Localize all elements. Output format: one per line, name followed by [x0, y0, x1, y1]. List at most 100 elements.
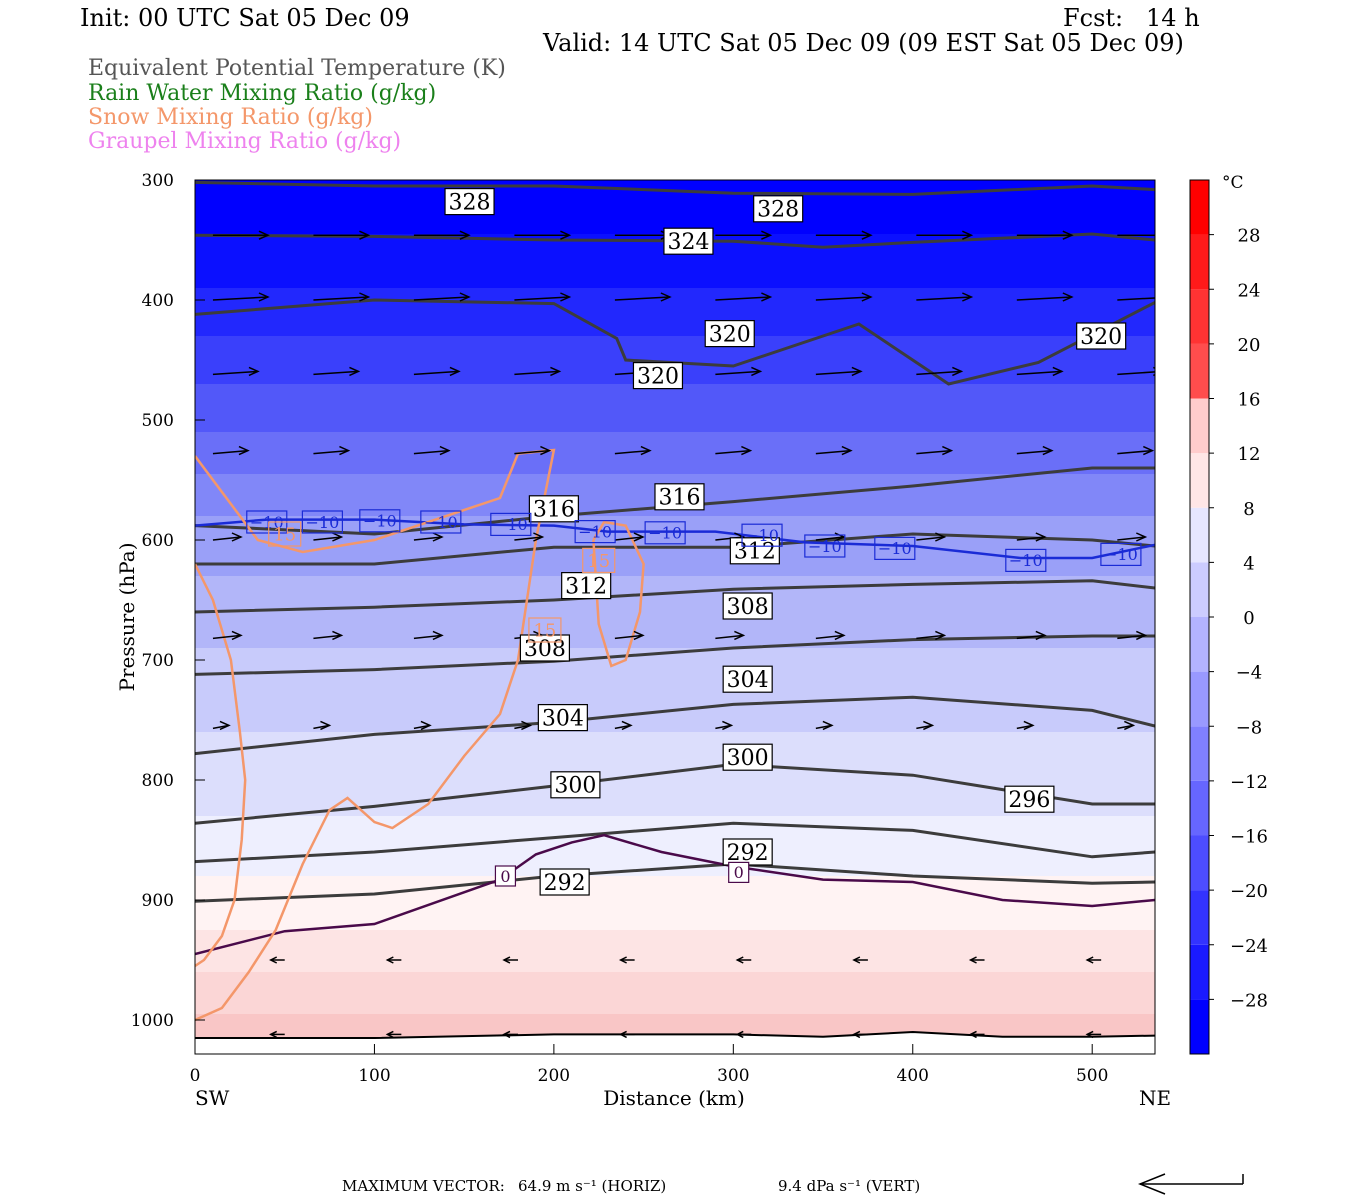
theta-e-label-box [539, 868, 590, 896]
wind-vector-head [851, 366, 863, 377]
theta-e-label: 312 [734, 540, 776, 565]
wind-vector [614, 536, 643, 541]
colorbar: 28 24 20 16 12 8 4 0 −4 −8 −12 −16 −20 −24 −28 [1189, 179, 1268, 1055]
isotherm-label-box [420, 510, 462, 534]
wind-vector-head [533, 532, 545, 542]
legend-snow: Snow Mixing Ratio (g/kg) [88, 105, 373, 130]
colorbar-tick-label: 28 [1238, 226, 1261, 247]
wind-vector-head [935, 532, 947, 542]
wind-vector-head [349, 366, 361, 377]
theta-e-label-box [722, 743, 773, 771]
snow-label-box [582, 547, 616, 574]
wind-vector [413, 634, 442, 640]
colorbar-swatch [1190, 453, 1209, 508]
theta-e-label-box [722, 592, 773, 620]
colorbar-tick-label: 20 [1238, 335, 1261, 356]
temperature-shading [195, 180, 1155, 1054]
wind-vector [514, 296, 570, 301]
isotherm-label: −10 [808, 537, 842, 556]
theta-e-label-box [561, 571, 612, 600]
isotherm-label: −10 [578, 522, 612, 541]
wind-vector-head [962, 292, 974, 302]
theta-e-label: 312 [565, 575, 607, 600]
theta-e-label: 324 [667, 230, 709, 255]
x-tick-label: 200 [538, 1066, 570, 1086]
theta-e-label: 328 [449, 191, 491, 216]
wind-vector-head [968, 1030, 977, 1039]
wind-vector-head [219, 720, 231, 731]
colorbar-swatch [1190, 507, 1209, 563]
colorbar-swatch [1190, 234, 1209, 290]
snow-contour-outer [195, 448, 556, 1022]
wind-vector-head [560, 292, 572, 302]
wind-vector [1117, 297, 1155, 301]
theta-e-label-box [528, 495, 579, 523]
theta-e-label-box [632, 362, 684, 390]
colorbar-tick-label: −24 [1230, 936, 1268, 957]
isotherm-label-box [490, 512, 532, 537]
wind-vector-head [269, 956, 278, 964]
x-tick-label: 300 [717, 1066, 749, 1086]
colorbar-swatch [1190, 780, 1209, 836]
wind-vector-head [238, 445, 250, 456]
wind-vector [413, 536, 442, 541]
y-tick-label: 300 [142, 171, 174, 191]
wind-vector [313, 634, 342, 640]
wind-vector-head [640, 445, 652, 456]
snow-label: 15 [273, 524, 296, 545]
wind-vector-head [439, 445, 451, 456]
wind-vector-head [231, 532, 243, 542]
isotherm-zero-label: 0 [500, 867, 510, 886]
wind-vector-head [722, 720, 734, 731]
wind-vector-head [962, 230, 974, 240]
wind-vector [715, 296, 771, 301]
shading-band [195, 816, 1155, 876]
wind-vector-head [761, 230, 773, 240]
y-tick-label: 700 [142, 651, 174, 671]
wind-vector-head [942, 445, 954, 456]
theta-e-contour-300 [195, 695, 1155, 756]
shading-band [195, 732, 1155, 816]
wind-vector-head [1035, 630, 1047, 641]
wind-vector-head [1062, 292, 1074, 302]
wind-vector-head [861, 230, 873, 240]
theta-e-label: 328 [757, 198, 799, 223]
snow-label-box [528, 617, 562, 643]
theta-e-contour-308 [195, 579, 1155, 614]
wind-vector [1117, 536, 1146, 541]
snow-contour-inner [195, 563, 247, 968]
shading-band [195, 180, 1155, 234]
colorbar-swatch [1190, 671, 1209, 727]
wind-vector-head [1163, 231, 1172, 239]
colorbar-unit: °C [1222, 173, 1244, 193]
theta-e-contour-292 [195, 821, 1155, 864]
wind-vector-head [258, 230, 270, 240]
wind-vector [916, 634, 945, 640]
theta-e-label: 320 [1080, 325, 1122, 350]
theta-e-label: 320 [709, 323, 751, 348]
wind-vector [715, 634, 744, 640]
wind-vector [1117, 634, 1146, 640]
isotherm-label-box [1005, 548, 1047, 573]
wind-vector-head [320, 720, 332, 731]
theta-e-label-box [704, 320, 755, 348]
wind-vector-head [1163, 293, 1172, 301]
wind-vector-head [385, 1030, 394, 1039]
wind-vector [815, 536, 844, 541]
theta-e-label: 292 [544, 871, 586, 896]
theta-e-label: 308 [524, 637, 566, 662]
theta-e-label-box [753, 195, 804, 223]
wind-vector-head [952, 366, 964, 377]
wind-vector-head [618, 956, 627, 964]
isotherm-label: −10 [1009, 551, 1043, 570]
colorbar-tick-label: −28 [1230, 990, 1268, 1011]
theta-e-label: 304 [542, 707, 584, 732]
wind-vector-head [621, 720, 633, 731]
wind-vector-head [633, 630, 645, 641]
isotherm-minus10 [195, 518, 1155, 560]
wind-vector-head [432, 532, 444, 542]
wind-vector [614, 634, 643, 640]
wind-vector-head [502, 956, 511, 964]
theta-e-label-box [537, 703, 588, 732]
colorbar-tick-label: 8 [1243, 499, 1254, 520]
